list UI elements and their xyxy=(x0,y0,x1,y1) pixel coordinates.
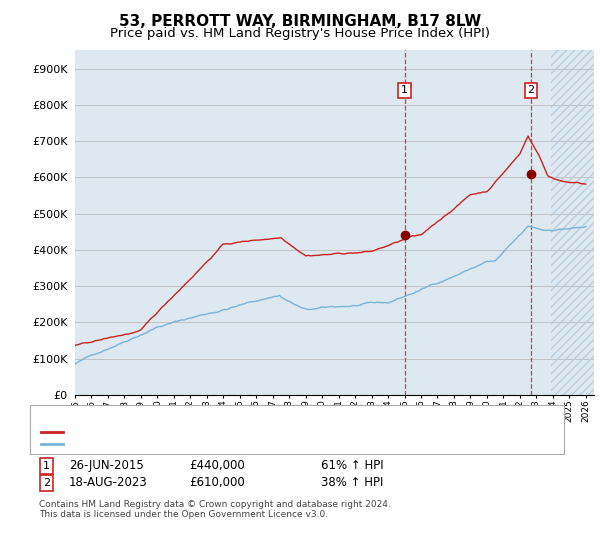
Text: Contains HM Land Registry data © Crown copyright and database right 2024.
This d: Contains HM Land Registry data © Crown c… xyxy=(39,500,391,519)
Text: 53, PERROTT WAY, BIRMINGHAM, B17 8LW (detached house): 53, PERROTT WAY, BIRMINGHAM, B17 8LW (de… xyxy=(66,427,381,437)
Text: £610,000: £610,000 xyxy=(189,476,245,489)
Text: 53, PERROTT WAY, BIRMINGHAM, B17 8LW: 53, PERROTT WAY, BIRMINGHAM, B17 8LW xyxy=(119,14,481,29)
Text: 18-AUG-2023: 18-AUG-2023 xyxy=(69,476,148,489)
Text: 61% ↑ HPI: 61% ↑ HPI xyxy=(321,459,383,473)
Text: 26-JUN-2015: 26-JUN-2015 xyxy=(69,459,144,473)
Text: £440,000: £440,000 xyxy=(189,459,245,473)
Text: HPI: Average price, detached house, Birmingham: HPI: Average price, detached house, Birm… xyxy=(66,438,323,449)
Bar xyxy=(551,50,594,395)
Bar xyxy=(551,50,594,395)
Text: 2: 2 xyxy=(527,85,535,95)
Text: 1: 1 xyxy=(43,461,50,471)
Text: 1: 1 xyxy=(401,85,408,95)
Text: Price paid vs. HM Land Registry's House Price Index (HPI): Price paid vs. HM Land Registry's House … xyxy=(110,27,490,40)
Text: 2: 2 xyxy=(43,478,50,488)
Text: 38% ↑ HPI: 38% ↑ HPI xyxy=(321,476,383,489)
